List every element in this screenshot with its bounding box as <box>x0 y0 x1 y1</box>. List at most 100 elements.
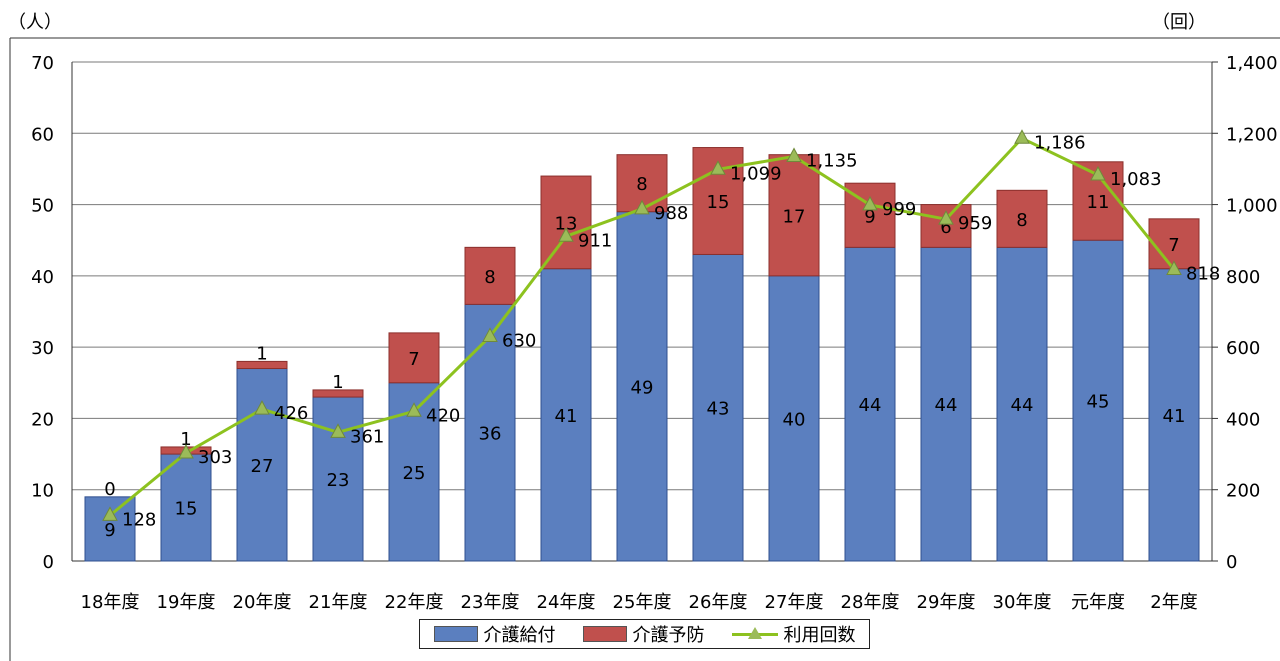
bar-kaigo-kyufu <box>464 303 516 562</box>
category-label: 19年度 <box>157 592 216 613</box>
data-label-kaigo-kyufu: 45 <box>1087 392 1110 413</box>
data-label-kaigo-yobo: 15 <box>707 192 730 213</box>
data-label-kaigo-yobo: 17 <box>783 206 806 227</box>
data-label-kaigo-yobo: 1 <box>256 343 267 364</box>
category-label: 23年度 <box>461 592 520 613</box>
legend: 介護給付 介護予防 利用回数 <box>419 619 870 649</box>
data-label-kaigo-kyufu: 40 <box>783 409 806 430</box>
marker-riyo-kaisu <box>558 227 574 242</box>
category-label: 28年度 <box>841 592 900 613</box>
right-axis-unit: （回） <box>1152 12 1206 33</box>
marker-riyo-kaisu <box>1090 165 1106 181</box>
data-label-riyo-kaisu: 988 <box>654 203 688 224</box>
marker-riyo-kaisu <box>482 327 498 342</box>
bar-kaigo-yobo <box>996 189 1048 248</box>
data-label-riyo-kaisu: 959 <box>958 213 992 234</box>
category-label: 27年度 <box>765 592 824 613</box>
marker-riyo-kaisu <box>786 147 802 162</box>
right-tick-label: 1,400 <box>1226 53 1278 74</box>
marker-riyo-kaisu <box>1014 129 1030 144</box>
data-label-kaigo-yobo: 1 <box>180 429 191 450</box>
bar-kaigo-kyufu <box>844 246 896 562</box>
marker-riyo-kaisu <box>178 443 194 459</box>
bar-kaigo-kyufu <box>160 453 212 562</box>
left-tick-label: 10 <box>31 481 54 502</box>
left-tick-label: 0 <box>43 552 54 573</box>
data-label-riyo-kaisu: 1,099 <box>730 163 782 184</box>
data-label-riyo-kaisu: 911 <box>578 230 612 251</box>
data-label-riyo-kaisu: 999 <box>882 199 916 220</box>
left-tick-label: 50 <box>31 196 54 217</box>
category-label: 29年度 <box>917 592 976 613</box>
left-axis-unit: （人） <box>8 12 62 33</box>
legend-item-kaigo-yobo: 介護予防 <box>582 621 705 647</box>
data-label-kaigo-kyufu: 41 <box>1163 406 1186 427</box>
left-tick-label: 20 <box>31 409 54 430</box>
data-label-kaigo-yobo: 9 <box>864 206 875 227</box>
data-label-riyo-kaisu: 303 <box>198 447 232 468</box>
data-label-kaigo-kyufu: 9 <box>104 520 115 541</box>
left-tick-label: 30 <box>31 338 54 359</box>
marker-riyo-kaisu <box>634 199 650 215</box>
category-label: 25年度 <box>613 592 672 613</box>
data-label-riyo-kaisu: 420 <box>426 405 460 426</box>
marker-riyo-kaisu <box>330 423 346 438</box>
data-label-kaigo-yobo: 0 <box>104 479 115 500</box>
data-label-riyo-kaisu: 630 <box>502 330 536 351</box>
category-label: 22年度 <box>385 592 444 613</box>
data-label-kaigo-kyufu: 36 <box>479 424 502 445</box>
bar-kaigo-kyufu <box>996 246 1048 562</box>
data-label-kaigo-yobo: 6 <box>940 217 951 238</box>
data-label-kaigo-yobo: 13 <box>555 213 578 234</box>
legend-label-kaigo-yobo: 介護予防 <box>632 625 705 646</box>
data-label-riyo-kaisu: 1,083 <box>1110 169 1162 190</box>
category-label: 26年度 <box>689 592 748 613</box>
data-label-kaigo-kyufu: 23 <box>327 470 350 491</box>
left-tick-label: 60 <box>31 124 54 145</box>
data-label-kaigo-kyufu: 44 <box>935 395 958 416</box>
data-label-riyo-kaisu: 818 <box>1186 263 1220 284</box>
data-label-kaigo-yobo: 8 <box>636 174 647 195</box>
legend-swatch-riyo-kaisu <box>731 627 778 641</box>
legend-item-riyo-kaisu: 利用回数 <box>731 621 856 647</box>
right-tick-label: 600 <box>1226 338 1260 359</box>
legend-label-kaigo-kyufu: 介護給付 <box>483 625 556 646</box>
data-label-kaigo-kyufu: 25 <box>403 463 426 484</box>
bar-kaigo-kyufu <box>920 246 972 562</box>
bar-kaigo-kyufu <box>1148 268 1200 562</box>
data-label-kaigo-yobo: 7 <box>408 349 419 370</box>
data-label-riyo-kaisu: 128 <box>122 509 156 530</box>
data-label-kaigo-kyufu: 15 <box>175 499 198 520</box>
legend-item-kaigo-kyufu: 介護給付 <box>433 621 556 647</box>
category-label: 18年度 <box>81 592 140 613</box>
right-tick-label: 200 <box>1226 481 1260 502</box>
right-tick-label: 0 <box>1226 552 1237 573</box>
data-label-kaigo-kyufu: 49 <box>631 377 654 398</box>
bar-kaigo-yobo <box>464 246 516 305</box>
category-label: 20年度 <box>233 592 292 613</box>
marker-riyo-kaisu <box>254 400 270 415</box>
marker-riyo-kaisu <box>938 210 954 225</box>
data-label-kaigo-yobo: 11 <box>1087 192 1110 213</box>
marker-riyo-kaisu <box>710 160 726 175</box>
marker-riyo-kaisu <box>406 402 422 417</box>
right-tick-label: 1,200 <box>1226 124 1278 145</box>
right-tick-label: 400 <box>1226 409 1260 430</box>
marker-riyo-kaisu <box>862 195 878 211</box>
data-label-kaigo-yobo: 8 <box>1016 210 1027 231</box>
legend-label-riyo-kaisu: 利用回数 <box>783 625 856 646</box>
data-label-riyo-kaisu: 1,186 <box>1034 132 1086 153</box>
category-label: 元年度 <box>1071 592 1125 613</box>
marker-riyo-kaisu <box>102 506 118 521</box>
data-label-kaigo-kyufu: 27 <box>251 456 274 477</box>
data-label-riyo-kaisu: 361 <box>350 426 384 447</box>
data-label-kaigo-yobo: 1 <box>332 372 343 393</box>
category-label: 21年度 <box>309 592 368 613</box>
category-label: 30年度 <box>993 592 1052 613</box>
right-tick-label: 800 <box>1226 267 1260 288</box>
data-label-kaigo-yobo: 7 <box>1168 235 1179 256</box>
category-label: 2年度 <box>1150 592 1197 613</box>
bar-kaigo-yobo <box>540 175 592 270</box>
bar-kaigo-yobo <box>388 332 440 384</box>
